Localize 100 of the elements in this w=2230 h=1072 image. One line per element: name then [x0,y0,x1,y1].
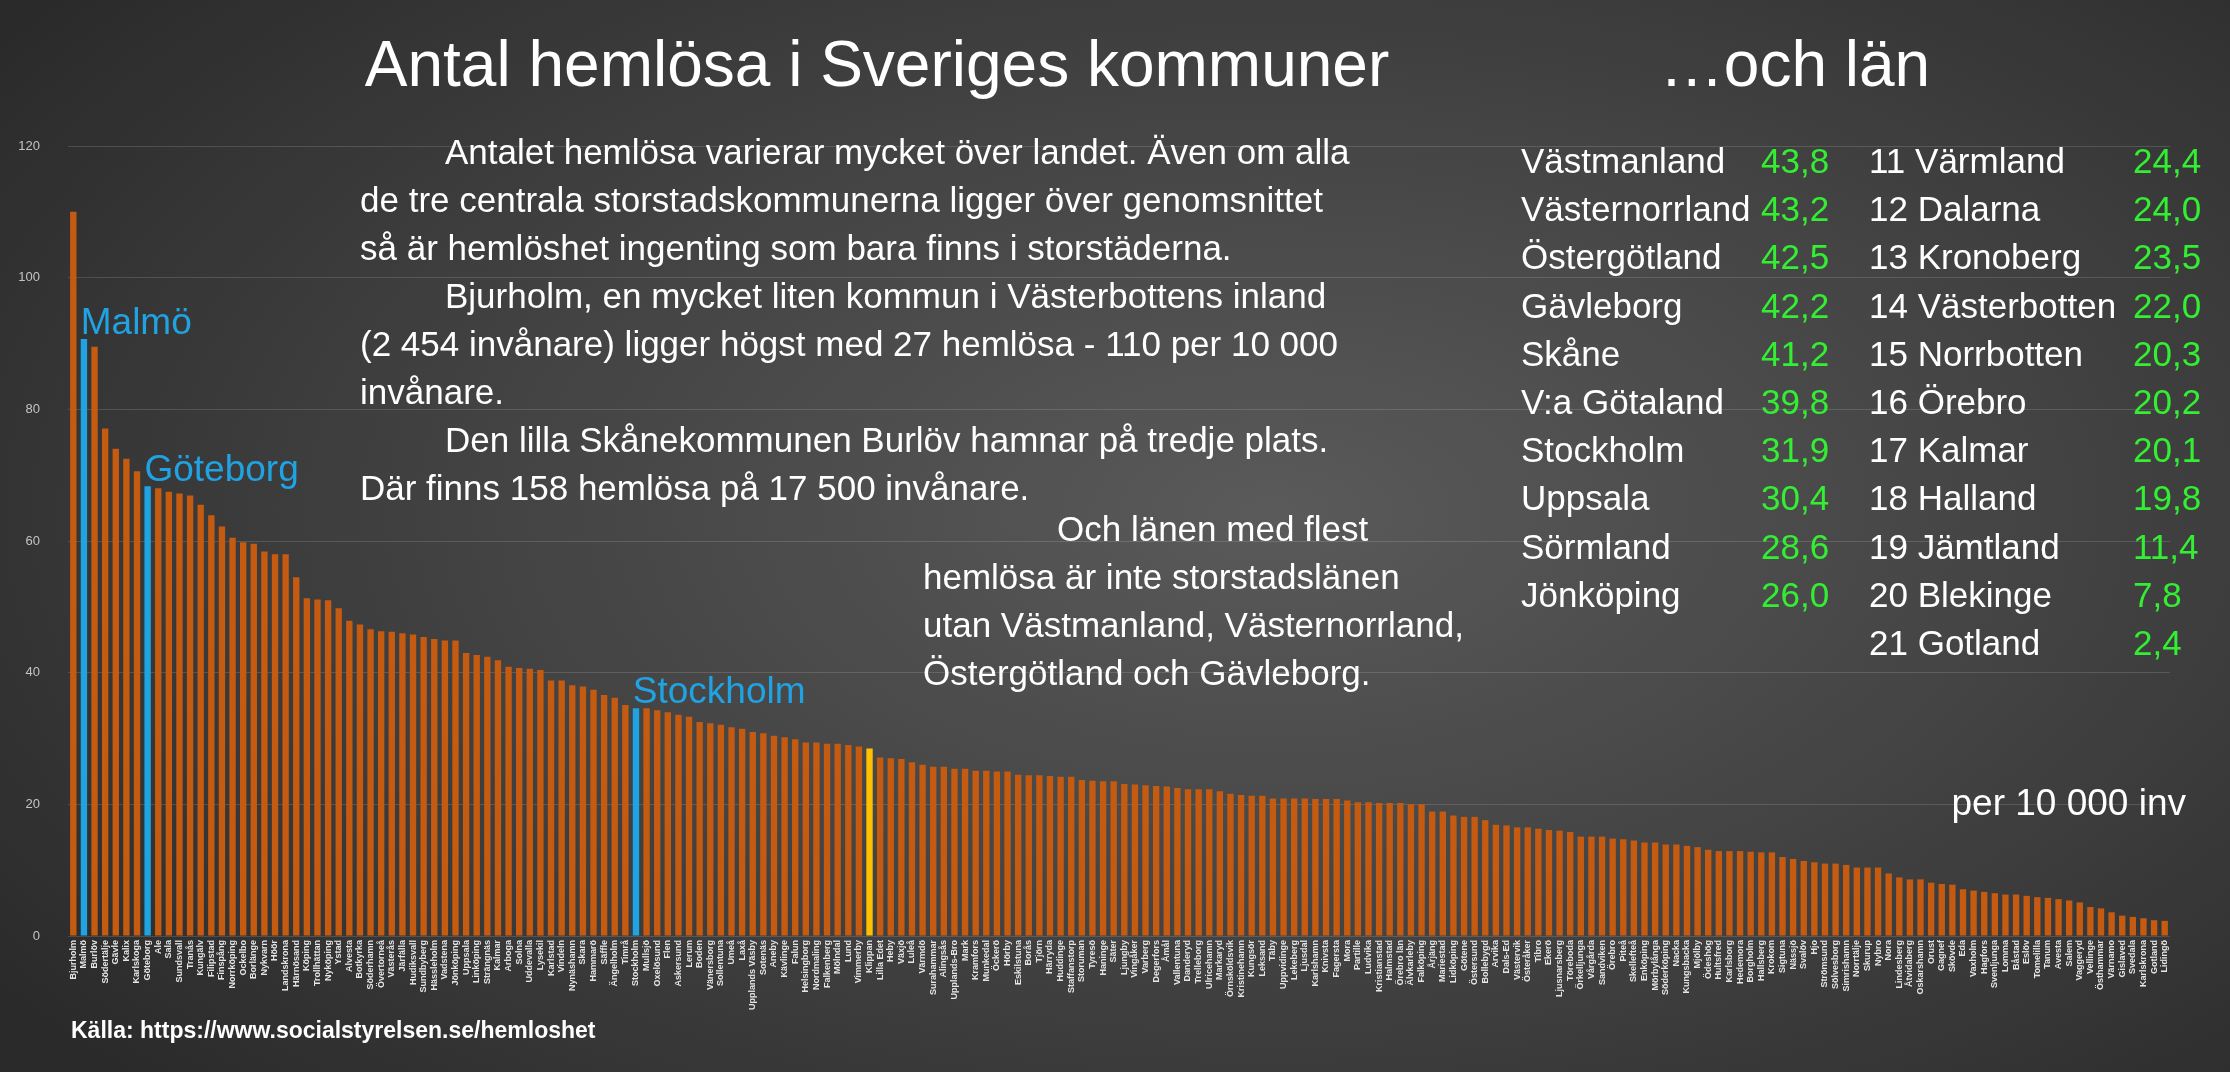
x-tick-label: Jönköping [449,940,460,986]
x-tick-label: Svenljunga [1989,939,2000,989]
x-tick-label: Tibro [1532,939,1543,963]
x-tick-label: Gagnef [1936,939,1947,972]
x-tick-label: Mölndal [832,940,843,974]
x-tick-label: Strömsund [1819,940,1830,988]
x-tick-label: Botkyrka [354,939,365,979]
x-tick-label: Sundbyberg [418,940,429,993]
x-tick-label: Bollebygd [1479,940,1490,984]
text: …och län [1659,27,1931,102]
y-tick-label: 0 [32,927,40,943]
x-tick-label: Vimmerby [853,940,864,984]
x-tick-label: Vårgårda [1585,939,1596,980]
x-tick-label: Borlänge [248,940,259,980]
x-tick-label: Helsingborg [800,940,811,993]
x-tick-label: Lerum [683,940,694,968]
x-tick-label: Nybro [1872,939,1883,967]
x-tick-label: Södertälje [99,940,110,984]
x-tick-label: Sotenäs [757,940,768,976]
x-tick-label: Kramfors [970,940,981,981]
x-tick-label: Krokom [1766,940,1777,975]
x-tick-label: Hammarö [587,939,598,982]
x-tick-label: Lekeberg [1288,940,1299,981]
x-tick-label: Svedala [2127,939,2138,975]
x-tick-label: Hässleholm [428,940,439,991]
x-tick-label: Ludvika [1362,939,1373,975]
x-tick-label: Haninge [1097,940,1108,976]
x-tick-label: Sigtuna [1776,939,1787,973]
x-tick-label: Nässjö [1787,939,1798,970]
x-tick-label: Värmdö [917,939,928,974]
x-tick-label: Lysekil [534,940,545,971]
x-tick-label: Oxelösund [651,940,662,987]
x-tick-label: Skara [577,939,588,965]
x-tick-label: Staffanstorp [1065,939,1076,994]
x-tick-label: Falköping [1416,940,1427,983]
x-tick-label: Ale [152,940,163,955]
x-tick-label: Uppvidinge [1278,940,1289,989]
x-tick-label: Tyresö [1086,939,1097,969]
annotation: 30,4 [1761,477,1830,520]
x-tick-label: Vellinge [2084,940,2095,975]
x-tick-label: Klippan [864,940,874,973]
annotation: Västmanland [1521,140,1726,182]
x-tick-label: Hjo [1808,939,1819,955]
x-tick-label: Surahammar [927,939,938,996]
x-tick-label: Mullsjö [641,939,652,971]
x-tick-label: Gislaved [2116,940,2127,978]
x-tick-label: Svalöv [1798,940,1809,970]
annotation: 42,5 [1761,236,1830,279]
x-tick-label: Storuman [1076,940,1087,983]
x-tick-label: Orust [1925,940,1936,965]
x-tick-label: Uddevalla [524,939,535,983]
y-tick-label: 100 [18,269,40,285]
x-tick-label: Luleå [906,939,917,964]
x-tick-label: Säffle [598,940,609,965]
x-tick-label: Kalmar [492,939,503,971]
annotation: 21 Gotland [1869,622,2041,664]
x-tick-label: Trollhättan [311,940,322,987]
x-tick-label: Norrtälje [1851,940,1862,978]
annotation: 43,8 [1761,140,1830,182]
x-tick-label: Varberg [1140,940,1151,974]
x-tick-label: Mörbylånga [1649,939,1660,991]
annotation: 20,2 [2133,381,2202,423]
annotation: 17 Kalmar [1869,429,2029,472]
x-tick-label: Mjölby [1692,940,1703,969]
annotation: 20,3 [2133,332,2202,375]
x-tick-label: Dals-Ed [1500,940,1511,974]
x-tick-label: Örkelljunga [1575,939,1586,990]
x-tick-label: Skurup [1861,939,1872,972]
annotation: 24,0 [2133,188,2202,231]
x-tick-label: Alingsås [938,940,949,978]
x-tick-label: Falun [789,940,800,964]
x-tick-label: Arvika [1490,939,1501,968]
annotation: 11 Värmland [1869,140,2065,182]
x-tick-label: Knivsta [1320,939,1331,973]
annotation: Uppsala [1521,477,1650,520]
x-tick-label: Ödeshög [1702,940,1713,980]
annotation: 39,8 [1761,381,1830,423]
x-tick-label: Örebro [1607,939,1618,971]
x-tick-label: Åmål [1161,940,1172,963]
annotation: per 10 000 inv [1951,781,2186,825]
annotation: Antalet hemlösa varierar mycket över landet. Även om alla de tre centrala storstadskommunerna ligger över genomsnittet så är hemlöshet ingenting som bara finns i storstäderna. [360,131,1350,269]
x-tick-label: Ljusnarsberg [1554,940,1565,998]
x-tick-label: Upplands-Bro [948,939,959,1000]
x-tick-label: Kungsbacka [1681,939,1692,994]
x-tick-label: Kävlinge [779,940,790,978]
x-tick-label: Östersund [1469,940,1480,986]
x-tick-label: Borås [1023,940,1034,966]
x-tick-label: Kungsör [1246,939,1257,977]
x-tick-label: Töreboda [1564,939,1575,982]
annotation: Och länen med flest hemlösa är inte storstadslänen utan Västmanland, Västernorrland, Östergötland och Gävleborg. [923,509,1464,692]
x-tick-label: Vaggeryd [2074,940,2085,981]
annotation: V:a Götaland [1521,381,1725,423]
x-tick-label: Hudiksvall [407,940,418,986]
annotation: 26,0 [1761,573,1830,616]
x-tick-label: Vallentuna [1171,939,1182,986]
annotation: 28,6 [1761,525,1830,568]
x-tick-label: Skellefteå [1628,939,1639,983]
x-tick-label: Bjurholm [67,940,78,980]
x-tick-label: Enköping [1638,940,1649,981]
x-tick-label: Tanum [2042,940,2053,969]
